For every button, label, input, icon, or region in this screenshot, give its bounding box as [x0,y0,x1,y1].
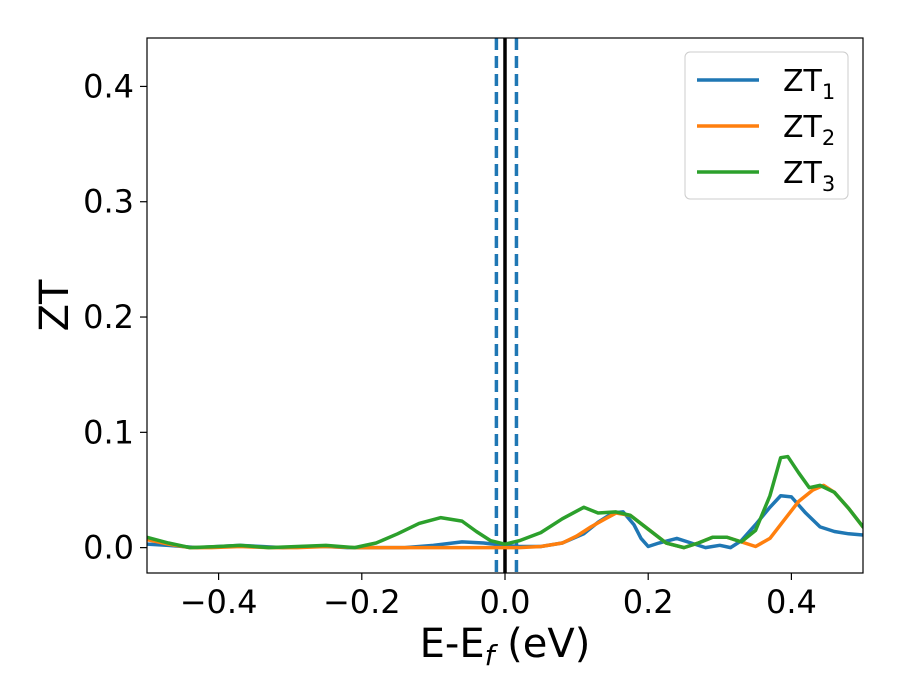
legend-label-1: ZT1 [783,64,835,104]
series-line-3 [147,454,863,550]
series-lines [147,454,863,550]
reference-lines [494,38,519,573]
x-tick-label: 0.2 [623,583,674,621]
y-tick-label: 0.3 [83,183,134,221]
legend-label-2: ZT2 [783,110,835,150]
x-tick-label: −0.4 [180,583,258,621]
legend-label-3: ZT3 [783,156,835,196]
legend: ZT1 ZT2 ZT3 [684,51,849,200]
y-axis-label: ZT [32,279,78,331]
y-tick-label: 0.2 [83,298,134,336]
x-tick-label: −0.2 [323,583,401,621]
x-tick-label: 0.0 [480,583,531,621]
x-tick-label: 0.4 [766,583,817,621]
y-tick-label: 0.4 [83,67,134,105]
y-tick-label: 0.0 [83,529,134,567]
legend-box [684,51,849,200]
y-axis-ticks: 0.0 0.1 0.2 0.3 0.4 [83,67,147,567]
x-axis-label: E-Ef (eV) [420,621,591,672]
y-tick-label: 0.1 [83,413,134,451]
x-axis-ticks: −0.4 −0.2 0.0 0.2 0.4 [180,573,817,621]
